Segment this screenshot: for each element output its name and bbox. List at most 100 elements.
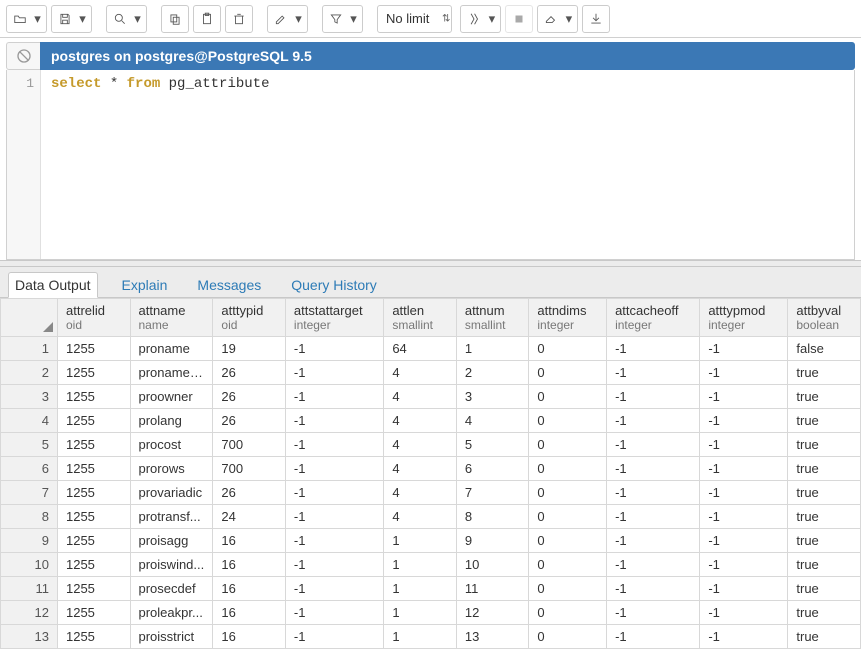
cell[interactable]: 0 xyxy=(529,553,607,577)
cell[interactable]: true xyxy=(788,577,861,601)
rownum-cell[interactable]: 11 xyxy=(1,577,58,601)
cell[interactable]: -1 xyxy=(607,337,700,361)
cell[interactable]: -1 xyxy=(607,457,700,481)
cell[interactable]: prorows xyxy=(130,457,213,481)
cell[interactable]: true xyxy=(788,433,861,457)
cell[interactable]: 700 xyxy=(213,457,286,481)
cell[interactable]: -1 xyxy=(285,385,383,409)
cell[interactable]: 0 xyxy=(529,601,607,625)
cell[interactable]: 24 xyxy=(213,505,286,529)
col-header-attrelid[interactable]: attrelidoid xyxy=(57,299,130,337)
cell[interactable]: protransf... xyxy=(130,505,213,529)
cell[interactable]: -1 xyxy=(285,409,383,433)
rownum-cell[interactable]: 9 xyxy=(1,529,58,553)
cell[interactable]: 64 xyxy=(384,337,457,361)
cell[interactable]: -1 xyxy=(285,337,383,361)
execute-caret[interactable]: ▾ xyxy=(483,5,501,33)
cell[interactable]: -1 xyxy=(700,433,788,457)
cell[interactable]: 4 xyxy=(456,409,529,433)
rownum-cell[interactable]: 6 xyxy=(1,457,58,481)
cell[interactable]: true xyxy=(788,409,861,433)
edit-caret[interactable]: ▾ xyxy=(290,5,308,33)
cell[interactable]: 1255 xyxy=(57,577,130,601)
cell[interactable]: -1 xyxy=(607,481,700,505)
cell[interactable]: true xyxy=(788,625,861,649)
table-row[interactable]: 71255provariadic26-1470-1-1true xyxy=(1,481,861,505)
cell[interactable]: 1255 xyxy=(57,361,130,385)
cell[interactable]: 26 xyxy=(213,385,286,409)
tab-messages[interactable]: Messages xyxy=(191,273,267,297)
col-header-attlen[interactable]: attlensmallint xyxy=(384,299,457,337)
table-row[interactable]: 21255pronames...26-1420-1-1true xyxy=(1,361,861,385)
open-caret[interactable]: ▾ xyxy=(29,5,47,33)
cell[interactable]: 1255 xyxy=(57,337,130,361)
results-grid-wrap[interactable]: attrelidoidattnamenameatttypidoidattstat… xyxy=(0,298,861,663)
stop-button[interactable] xyxy=(505,5,533,33)
cell[interactable]: -1 xyxy=(285,481,383,505)
cell[interactable]: true xyxy=(788,601,861,625)
cell[interactable]: -1 xyxy=(700,553,788,577)
cell[interactable]: prosecdef xyxy=(130,577,213,601)
cell[interactable]: -1 xyxy=(700,625,788,649)
cell[interactable]: proleakpr... xyxy=(130,601,213,625)
cell[interactable]: true xyxy=(788,529,861,553)
rownum-cell[interactable]: 13 xyxy=(1,625,58,649)
save-caret[interactable]: ▾ xyxy=(74,5,92,33)
table-row[interactable]: 11255proname19-16410-1-1false xyxy=(1,337,861,361)
table-row[interactable]: 91255proisagg16-1190-1-1true xyxy=(1,529,861,553)
cell[interactable]: 1255 xyxy=(57,457,130,481)
cell[interactable]: 1255 xyxy=(57,385,130,409)
cell[interactable]: 6 xyxy=(456,457,529,481)
cell[interactable]: 4 xyxy=(384,409,457,433)
delete-button[interactable] xyxy=(225,5,253,33)
col-header-atttypid[interactable]: atttypidoid xyxy=(213,299,286,337)
col-header-attstattarget[interactable]: attstattargetinteger xyxy=(285,299,383,337)
clear-caret[interactable]: ▾ xyxy=(560,5,578,33)
cell[interactable]: 9 xyxy=(456,529,529,553)
find-caret[interactable]: ▾ xyxy=(129,5,147,33)
cell[interactable]: -1 xyxy=(607,625,700,649)
cell[interactable]: -1 xyxy=(700,409,788,433)
cell[interactable]: 0 xyxy=(529,337,607,361)
rownum-cell[interactable]: 10 xyxy=(1,553,58,577)
cell[interactable]: 0 xyxy=(529,481,607,505)
cell[interactable]: true xyxy=(788,505,861,529)
limit-select[interactable]: No limit xyxy=(377,5,452,33)
cell[interactable]: 8 xyxy=(456,505,529,529)
col-header-atttypmod[interactable]: atttypmodinteger xyxy=(700,299,788,337)
cell[interactable]: proowner xyxy=(130,385,213,409)
copy-button[interactable] xyxy=(161,5,189,33)
cell[interactable]: -1 xyxy=(607,433,700,457)
cell[interactable]: -1 xyxy=(607,385,700,409)
rownum-cell[interactable]: 12 xyxy=(1,601,58,625)
cell[interactable]: 12 xyxy=(456,601,529,625)
cell[interactable]: -1 xyxy=(285,457,383,481)
cell[interactable]: -1 xyxy=(607,505,700,529)
cell[interactable]: 26 xyxy=(213,361,286,385)
cell[interactable]: 1 xyxy=(384,577,457,601)
cell[interactable]: 2 xyxy=(456,361,529,385)
cell[interactable]: prolang xyxy=(130,409,213,433)
cell[interactable]: 1 xyxy=(384,553,457,577)
cell[interactable]: 1 xyxy=(456,337,529,361)
cell[interactable]: pronames... xyxy=(130,361,213,385)
cell[interactable]: -1 xyxy=(607,409,700,433)
cell[interactable]: true xyxy=(788,361,861,385)
cell[interactable]: 1255 xyxy=(57,553,130,577)
cell[interactable]: 5 xyxy=(456,433,529,457)
cell[interactable]: true xyxy=(788,457,861,481)
cell[interactable]: 1 xyxy=(384,625,457,649)
cell[interactable]: 0 xyxy=(529,529,607,553)
cell[interactable]: 0 xyxy=(529,433,607,457)
paste-button[interactable] xyxy=(193,5,221,33)
cell[interactable]: proname xyxy=(130,337,213,361)
cell[interactable]: 16 xyxy=(213,577,286,601)
cell[interactable]: true xyxy=(788,385,861,409)
cell[interactable]: -1 xyxy=(700,577,788,601)
cell[interactable]: 10 xyxy=(456,553,529,577)
cell[interactable]: 19 xyxy=(213,337,286,361)
editor-code[interactable]: select * from pg_attribute xyxy=(41,70,854,259)
cell[interactable]: 16 xyxy=(213,529,286,553)
cell[interactable]: 0 xyxy=(529,409,607,433)
table-row[interactable]: 131255proisstrict16-11130-1-1true xyxy=(1,625,861,649)
